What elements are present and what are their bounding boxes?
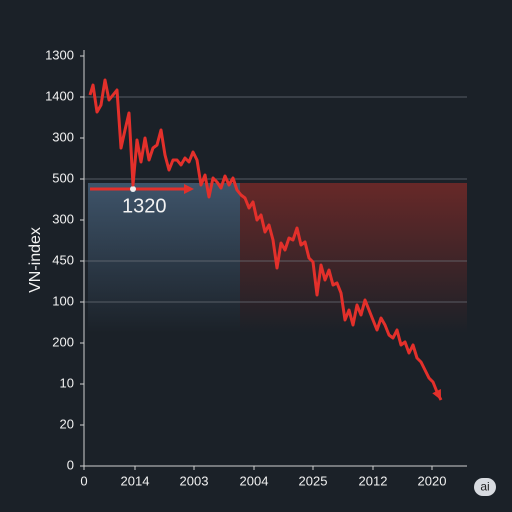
x-tick-label: 2020 bbox=[418, 473, 447, 488]
y-tick-label: 500 bbox=[52, 170, 74, 185]
shade-blue bbox=[88, 183, 240, 333]
ai-badge-text: ai bbox=[480, 480, 489, 494]
x-tick-label: 2025 bbox=[299, 473, 328, 488]
y-tick-label: 450 bbox=[52, 252, 74, 267]
y-tick-label: 1300 bbox=[45, 47, 74, 62]
x-tick-label: 2004 bbox=[240, 473, 269, 488]
x-tick-label: 0 bbox=[80, 473, 87, 488]
y-tick-label: 200 bbox=[52, 334, 74, 349]
y-axis-label: VN-index bbox=[27, 227, 44, 293]
y-tick-label: 10 bbox=[60, 375, 74, 390]
ai-badge bbox=[474, 478, 496, 496]
x-tick-label: 2012 bbox=[359, 473, 388, 488]
annotation-dot bbox=[130, 186, 136, 192]
y-tick-label: 100 bbox=[52, 293, 74, 308]
line-arrowhead bbox=[432, 389, 441, 400]
annotation-arrowhead bbox=[184, 184, 194, 194]
y-tick-label: 20 bbox=[60, 416, 74, 431]
y-tick-label: 1400 bbox=[45, 88, 74, 103]
annotation: 1320 bbox=[122, 195, 167, 217]
data-line bbox=[88, 78, 443, 401]
y-tick-label: 0 bbox=[67, 457, 74, 472]
x-tick-label: 2003 bbox=[180, 473, 209, 488]
y-tick-label: 300 bbox=[52, 211, 74, 226]
x-tick-label: 2014 bbox=[121, 473, 150, 488]
y-tick-label: 300 bbox=[52, 129, 74, 144]
shade-red bbox=[240, 183, 467, 333]
